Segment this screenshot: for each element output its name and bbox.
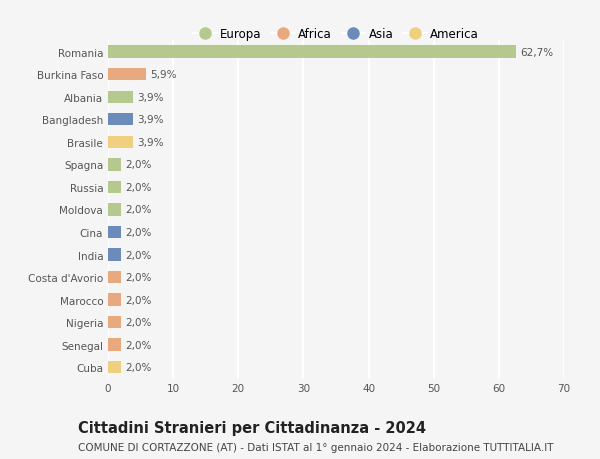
Bar [108,159,121,171]
Text: 2,0%: 2,0% [125,183,151,192]
Text: 2,0%: 2,0% [125,340,151,350]
Bar [108,294,121,306]
Text: 3,9%: 3,9% [137,93,164,102]
Bar [108,181,121,194]
Text: 2,0%: 2,0% [125,318,151,327]
Bar [108,361,121,374]
Bar [108,249,121,261]
Bar [108,69,146,81]
Text: 2,0%: 2,0% [125,205,151,215]
Text: 2,0%: 2,0% [125,273,151,282]
Text: Cittadini Stranieri per Cittadinanza - 2024: Cittadini Stranieri per Cittadinanza - 2… [78,420,426,435]
Bar [108,46,517,59]
Bar [108,114,133,126]
Text: COMUNE DI CORTAZZONE (AT) - Dati ISTAT al 1° gennaio 2024 - Elaborazione TUTTITA: COMUNE DI CORTAZZONE (AT) - Dati ISTAT a… [78,442,554,452]
Text: 2,0%: 2,0% [125,160,151,170]
Bar [108,91,133,104]
Text: 2,0%: 2,0% [125,250,151,260]
Legend: Europa, Africa, Asia, America: Europa, Africa, Asia, America [188,23,484,46]
Text: 3,9%: 3,9% [137,115,164,125]
Text: 62,7%: 62,7% [520,48,553,57]
Bar [108,271,121,284]
Text: 5,9%: 5,9% [151,70,177,80]
Bar [108,136,133,149]
Text: 2,0%: 2,0% [125,295,151,305]
Text: 2,0%: 2,0% [125,363,151,372]
Bar [108,339,121,351]
Bar [108,316,121,329]
Text: 3,9%: 3,9% [137,138,164,147]
Text: 2,0%: 2,0% [125,228,151,237]
Bar [108,226,121,239]
Bar [108,204,121,216]
